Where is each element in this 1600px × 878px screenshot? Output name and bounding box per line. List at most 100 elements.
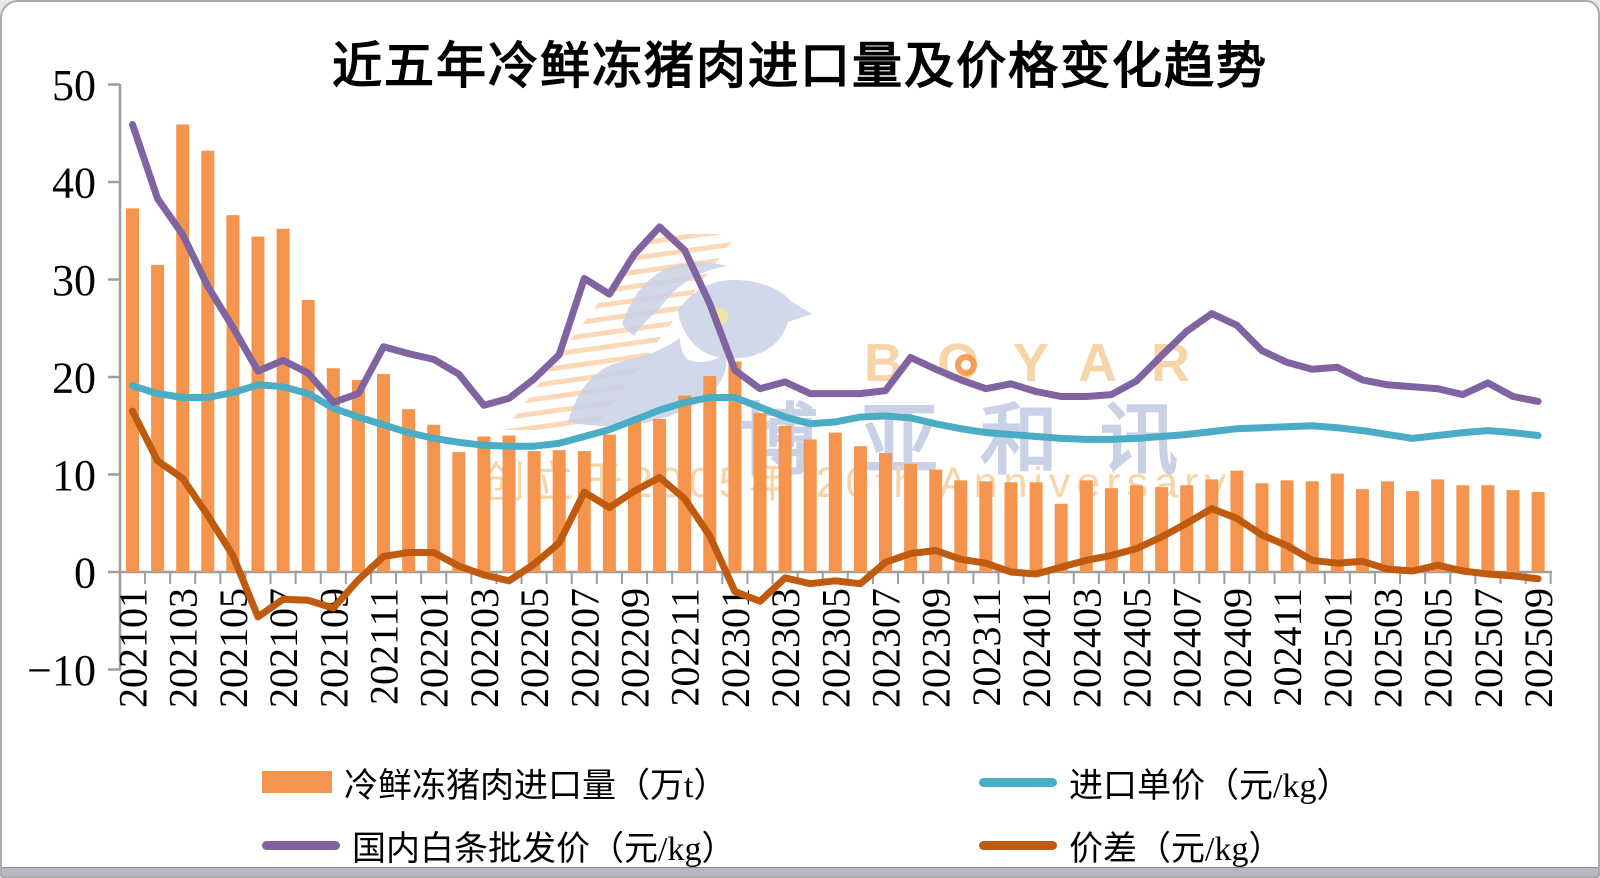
bar [1054, 503, 1068, 572]
bar [753, 413, 767, 572]
bar [728, 361, 742, 572]
legend-label: 国内白条批发价（元/kg） [352, 830, 736, 868]
bar [326, 368, 340, 572]
x-tick-label: 202503 [1366, 588, 1411, 708]
series-line [129, 381, 1542, 450]
y-tick-label: 50 [52, 61, 96, 110]
chart-title: 近五年冷鲜冻猪肉进口量及价格变化趋势 [332, 38, 1268, 94]
bar [176, 124, 190, 572]
bar [1456, 485, 1470, 572]
bar [1205, 479, 1219, 572]
bar [1004, 482, 1018, 572]
bar [929, 469, 943, 572]
x-tick-label: 202211 [663, 588, 708, 707]
bar [452, 452, 466, 572]
y-tick-label: 40 [52, 158, 96, 207]
x-tick-label: 202201 [412, 588, 457, 708]
x-tick-label: 202303 [763, 588, 808, 708]
x-tick-label: 202307 [864, 588, 909, 708]
bar [126, 208, 139, 572]
legend-item-price-diff: 价差（元/kg） [979, 825, 1282, 868]
legend-line-swatch [262, 840, 340, 850]
bar [1406, 491, 1420, 572]
x-tick-label: 202505 [1416, 588, 1461, 708]
x-tick-label: 202405 [1115, 588, 1160, 708]
bar [1180, 485, 1194, 572]
bar [377, 374, 390, 572]
x-tick-label: 202205 [512, 588, 557, 708]
bar [1130, 485, 1143, 572]
bar [301, 299, 315, 572]
bar [201, 150, 215, 573]
bar [1330, 473, 1344, 572]
bar [778, 425, 792, 572]
bar [678, 395, 692, 572]
bar [1255, 483, 1269, 572]
bar [577, 451, 591, 572]
bar [979, 481, 993, 572]
series-line [129, 407, 1542, 621]
legend-label: 进口单价（元/kg） [1069, 767, 1351, 805]
bar [351, 379, 365, 572]
bar [879, 453, 892, 572]
x-tick-label: 202111 [362, 588, 407, 705]
bar [602, 434, 616, 572]
legend-item-import-price: 进口单价（元/kg） [979, 762, 1350, 805]
bar [1155, 487, 1169, 572]
bar [1280, 480, 1294, 572]
x-tick-label: 202209 [613, 588, 658, 708]
bar [703, 376, 717, 572]
x-tick-label: 202203 [462, 588, 507, 708]
bar [1305, 481, 1319, 572]
bar [1029, 482, 1043, 572]
legend-bar-swatch [262, 771, 332, 793]
bar [1355, 489, 1369, 572]
bar [1381, 481, 1394, 572]
y-tick-label: 10 [52, 451, 96, 500]
y-tick-label: 30 [52, 256, 96, 305]
bar [954, 480, 968, 572]
bar [1506, 490, 1520, 572]
x-tick-label: 202105 [211, 588, 256, 708]
bar [1481, 485, 1495, 572]
x-tick-label: 202411 [1265, 588, 1310, 707]
x-tick-label: 202101 [111, 588, 156, 708]
bar [904, 463, 918, 572]
bar [1531, 492, 1545, 572]
bar [552, 450, 566, 572]
x-tick-label: 202401 [1014, 588, 1059, 708]
x-tick-label: 202501 [1315, 588, 1360, 708]
bar [653, 418, 667, 572]
legend-line-swatch [979, 777, 1057, 787]
bar [402, 409, 416, 572]
legend-line-swatch [979, 840, 1057, 850]
bar [151, 264, 165, 572]
x-tick-label: 202305 [813, 588, 858, 708]
x-tick-label: 202409 [1215, 588, 1260, 708]
bar [276, 228, 290, 573]
y-tick-label: 20 [52, 353, 96, 402]
bar [1431, 479, 1445, 572]
legend-item-wholesale-price: 国内白条批发价（元/kg） [262, 825, 735, 868]
x-tick-label: 202301 [713, 588, 758, 708]
x-tick-label: 202403 [1064, 588, 1109, 708]
bar [828, 432, 842, 572]
x-tick-label: 202507 [1466, 588, 1511, 708]
bar [477, 436, 491, 572]
bar [427, 424, 441, 572]
y-tick-label: −10 [27, 646, 96, 695]
bar [1079, 480, 1093, 572]
legend-label: 冷鲜冻猪肉进口量（万t） [344, 767, 728, 805]
x-tick-label: 202309 [914, 588, 959, 708]
window-bottom-edge [2, 867, 1598, 876]
bar [853, 446, 867, 572]
x-tick-label: 202509 [1516, 588, 1561, 708]
bar [803, 439, 817, 572]
x-tick-label: 202103 [161, 588, 206, 708]
y-tick-label: 0 [74, 548, 96, 597]
x-tick-label: 202311 [964, 588, 1009, 707]
series-line [129, 121, 1542, 409]
x-tick-label: 202207 [562, 588, 607, 708]
